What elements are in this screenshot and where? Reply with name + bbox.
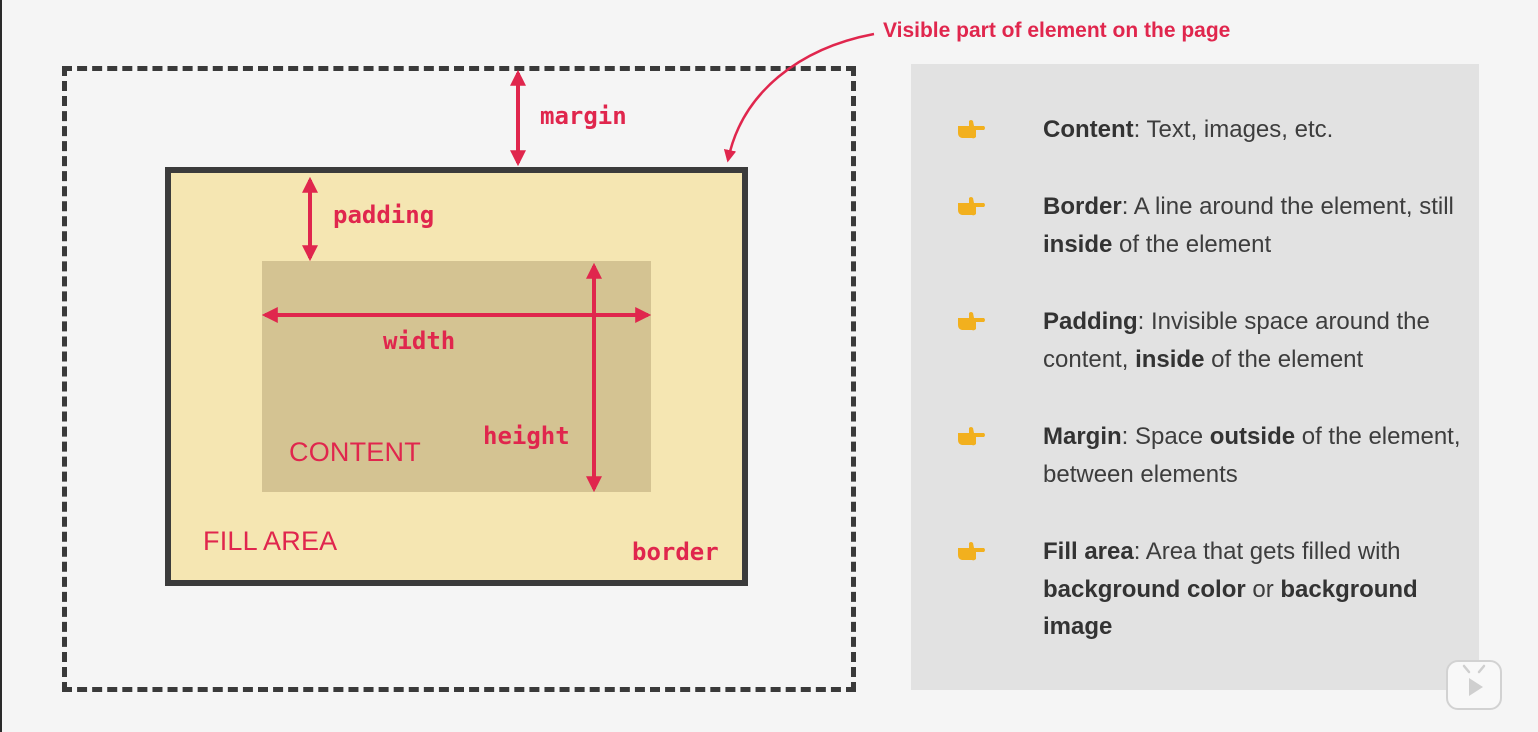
content-label: CONTENT	[289, 437, 421, 467]
definition-bold-text: Margin	[1043, 423, 1122, 450]
pointing-hand-icon	[956, 310, 986, 332]
player-button[interactable]	[1446, 660, 1502, 710]
definition-plain-text: of the element, between elements	[1043, 423, 1461, 488]
margin-boundary	[62, 66, 856, 692]
definition-plain-text: or	[1245, 575, 1281, 603]
definition-text: Fill area: Area that gets filled with ba…	[1043, 533, 1493, 646]
definition-bold-text: background color	[1043, 575, 1246, 603]
dimension-arrows	[261, 69, 652, 493]
border-label: border	[632, 538, 719, 566]
definition-text: Border: A line around the element, still…	[1043, 188, 1493, 263]
pointing-hand-icon	[956, 118, 986, 140]
definition-plain-text: of the element	[1204, 345, 1364, 373]
definition-bold-text: background image	[1043, 575, 1418, 641]
definition-plain-text: : Text, images, etc.	[1133, 116, 1334, 143]
visible-part-label: Visible part of element on the page	[883, 19, 1231, 42]
box-model-diagram: margin padding width height border CONTE…	[62, 66, 856, 692]
definition-plain-text: : Area that gets filled with	[1133, 538, 1401, 565]
definitions-panel: Content: Text, images, etc. Border: A li…	[911, 64, 1479, 690]
definition-text: Content: Text, images, etc.	[1043, 111, 1493, 149]
padding-label: padding	[333, 201, 435, 229]
definition-text: Margin: Space outside of the element, be…	[1043, 418, 1493, 493]
definition-bold-text: Border	[1043, 193, 1122, 220]
play-icon	[1448, 664, 1500, 712]
definition-bold-text: Fill area	[1043, 538, 1134, 565]
left-edge-line	[0, 0, 2, 732]
definition-bold-text: Padding	[1043, 308, 1138, 335]
definition-text: Padding: Invisible space around the cont…	[1043, 303, 1493, 378]
margin-label: margin	[540, 102, 627, 130]
pointing-hand-icon	[956, 540, 986, 562]
width-label: width	[383, 327, 456, 355]
fill-area-label: FILL AREA	[203, 526, 338, 556]
definition-bold-text: inside	[1135, 345, 1205, 373]
definition-bold-text: Content	[1043, 116, 1134, 143]
definition-plain-text: of the element	[1112, 230, 1272, 258]
pointing-hand-icon	[956, 195, 986, 217]
definition-bold-text: outside	[1209, 423, 1296, 450]
definition-plain-text: : Invisible space around the content,	[1043, 308, 1430, 373]
definition-plain-text: : Space	[1121, 423, 1210, 450]
height-label: height	[483, 422, 570, 450]
definition-plain-text: : A line around the element, still	[1121, 193, 1454, 220]
pointing-hand-icon	[956, 425, 986, 447]
definition-bold-text: inside	[1043, 230, 1113, 258]
